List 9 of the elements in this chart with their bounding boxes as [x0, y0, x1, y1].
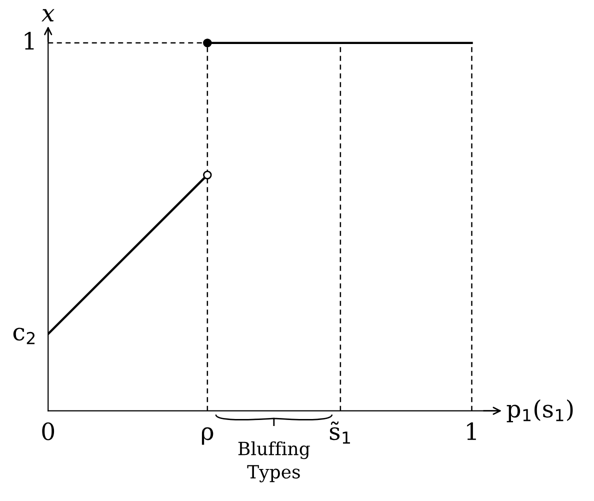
x-tick-label: 1 — [467, 422, 476, 440]
x-tick-label: ρ — [202, 427, 214, 445]
x-axis-title: p$_{1}$(s$_{1}$) — [506, 399, 573, 422]
y-axis-title: x — [42, 9, 54, 22]
x-tick-label: s̃$_{1}$ — [330, 421, 350, 444]
annotation: 1 — [24, 32, 34, 50]
x-tick-label: 0 — [42, 422, 54, 440]
text: Bluffing Types — [238, 441, 310, 482]
annotation: c$_{2}$ — [13, 328, 35, 344]
